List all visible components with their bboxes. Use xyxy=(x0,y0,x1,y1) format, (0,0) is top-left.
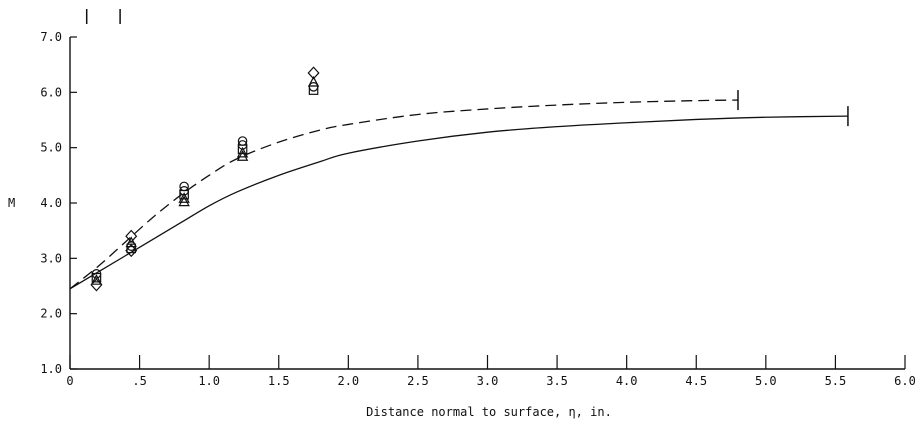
y-tick-label: 6.0 xyxy=(40,85,62,99)
x-tick-label: 2.0 xyxy=(337,374,359,388)
x-tick-label: 3.0 xyxy=(477,374,499,388)
triangle-symbol xyxy=(178,195,190,207)
series-lines xyxy=(69,90,849,290)
x-tick-label: 1.5 xyxy=(268,374,290,388)
x-tick-label: 4.0 xyxy=(616,374,638,388)
dashed-curve xyxy=(69,99,739,290)
axes xyxy=(69,37,905,370)
x-tick-label: 4.5 xyxy=(685,374,707,388)
x-axis-ticks: 0 .5 1.0 1.5 2.0 2.5 3.0 3.5 4.0 4.5 5.0 5.5 6.0 xyxy=(66,355,915,388)
y-tick-label: 3.0 xyxy=(40,251,62,265)
square-symbol xyxy=(308,85,319,95)
x-axis-label: Distance normal to surface, η, in. xyxy=(366,405,612,419)
triangle-symbol xyxy=(236,150,249,161)
square-symbol xyxy=(179,189,189,200)
y-axis-ticks: 1.0 2.0 3.0 4.0 5.0 6.0 7.0 xyxy=(40,30,77,376)
x-tick-label: 1.0 xyxy=(198,374,220,388)
y-tick-label: 4.0 xyxy=(40,196,62,210)
x-tick-label: 3.5 xyxy=(546,374,568,388)
x-tick-label: 6.0 xyxy=(894,374,915,388)
x-tick-label: 0 xyxy=(66,374,73,388)
triangle-symbol xyxy=(178,192,190,203)
circle-symbol xyxy=(308,82,319,92)
diamond-symbol xyxy=(125,243,138,258)
y-axis-label: M xyxy=(8,196,15,210)
y-tick-label: 7.0 xyxy=(40,30,62,44)
y-tick-label: 5.0 xyxy=(40,141,62,155)
x-tick-label: 2.5 xyxy=(407,374,429,388)
y-tick-label: 1.0 xyxy=(40,362,62,376)
triangle-symbol xyxy=(90,273,103,285)
top-markers xyxy=(85,9,121,24)
solid-curve xyxy=(69,115,848,290)
x-tick-label: 5.5 xyxy=(825,374,847,388)
data-symbols xyxy=(90,66,320,292)
x-tick-label: .5 xyxy=(132,374,146,388)
square-symbol xyxy=(91,272,102,283)
x-tick-label: 5.0 xyxy=(755,374,777,388)
y-tick-label: 2.0 xyxy=(40,307,62,321)
diamond-symbol xyxy=(307,66,320,80)
square-symbol xyxy=(237,144,248,155)
triangle-symbol xyxy=(236,146,249,158)
diamond-symbol xyxy=(90,278,103,292)
